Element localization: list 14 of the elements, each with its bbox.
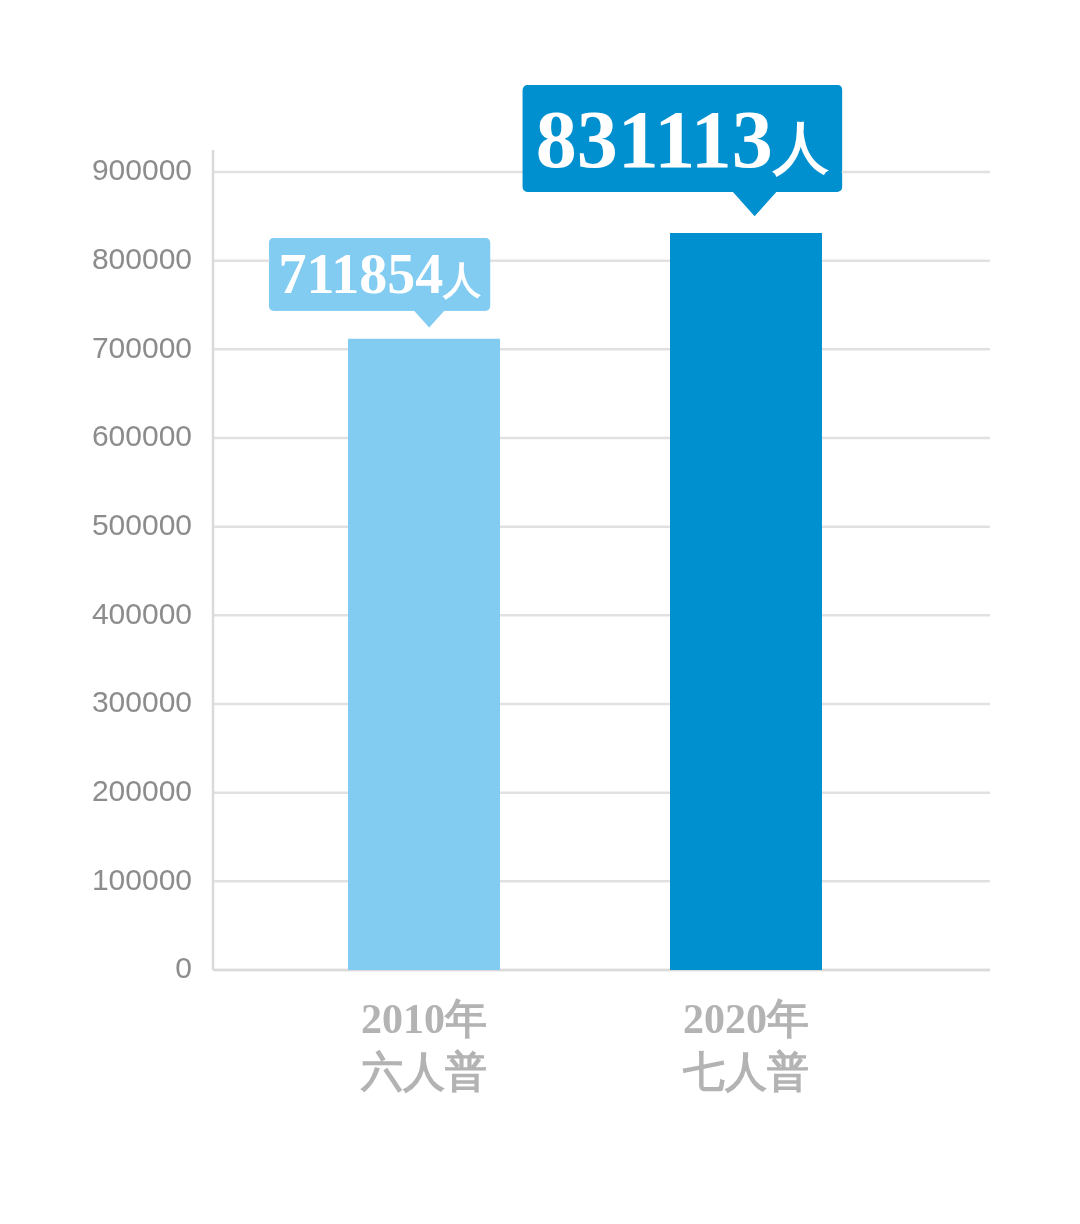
x-tick-label: 2020年七人普 bbox=[682, 996, 809, 1095]
y-tick-label: 100000 bbox=[91, 862, 192, 896]
y-tick-label: 600000 bbox=[91, 419, 192, 453]
y-tick-label: 300000 bbox=[91, 685, 192, 719]
y-tick-label: 400000 bbox=[91, 596, 192, 630]
data-label: 711854人 bbox=[278, 243, 482, 306]
y-tick-label: 900000 bbox=[91, 153, 192, 187]
y-tick-label: 200000 bbox=[91, 773, 192, 807]
y-tick-label: 700000 bbox=[91, 330, 192, 364]
x-tick-label: 2010年六人普 bbox=[360, 996, 487, 1095]
data-label: 831113人 bbox=[535, 93, 829, 185]
y-tick-label: 0 bbox=[175, 951, 192, 985]
y-tick-label: 800000 bbox=[91, 241, 192, 275]
y-tick-label: 500000 bbox=[91, 507, 192, 541]
